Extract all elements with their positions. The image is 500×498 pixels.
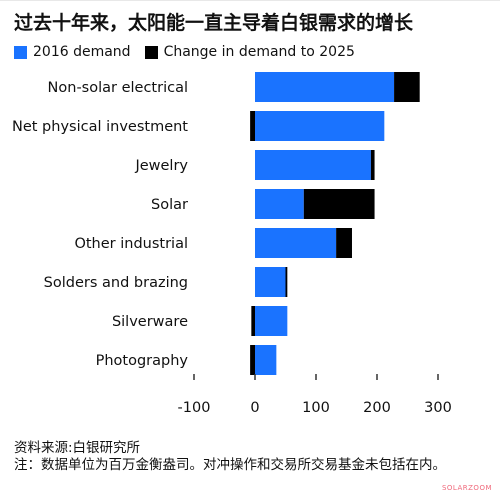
legend-item-change: Change in demand to 2025 <box>144 44 355 60</box>
source-line: 资料来源:白银研究所 <box>14 440 141 456</box>
chart-title: 过去十年来，太阳能一直主导着白银需求的增长 <box>14 12 414 34</box>
bar-2016-demand <box>255 345 277 375</box>
legend: 2016 demand Change in demand to 2025 <box>14 42 369 62</box>
watermark: SOLARZOOM <box>441 484 492 492</box>
bar-change-to-2025 <box>250 345 255 375</box>
bar-change-to-2025 <box>370 150 375 180</box>
bar-2016-demand <box>255 306 288 336</box>
bar-2016-demand <box>255 228 337 258</box>
category-label: Solar <box>151 197 188 213</box>
bar-2016-demand <box>255 111 385 141</box>
category-label: Jewelry <box>134 158 188 174</box>
note-line: 注：数据单位为百万金衡盎司。对冲操作和交易所交易基金未包括在内。 <box>14 457 446 473</box>
x-tick-label: 100 <box>302 400 330 416</box>
source-note: 资料来源:白银研究所 注：数据单位为百万金衡盎司。对冲操作和交易所交易基金未包括… <box>14 440 454 474</box>
legend-swatch-base <box>14 45 27 59</box>
bar-2016-demand <box>255 150 371 180</box>
bar-change-to-2025 <box>250 111 255 141</box>
x-tick-label: 0 <box>250 400 259 416</box>
x-tick-label: 200 <box>363 400 391 416</box>
category-label: Net physical investment <box>12 119 188 135</box>
legend-item-base: 2016 demand <box>14 44 131 60</box>
bar-2016-demand <box>255 189 304 219</box>
bar-change-to-2025 <box>285 267 288 297</box>
legend-swatch-change <box>144 45 158 59</box>
bar-2016-demand <box>255 72 395 102</box>
category-label: Photography <box>96 353 189 369</box>
bar-change-to-2025 <box>251 306 255 336</box>
legend-label-change: Change in demand to 2025 <box>163 44 355 60</box>
bar-change-to-2025 <box>394 72 420 102</box>
x-tick-label: -100 <box>178 400 211 416</box>
top-band <box>0 0 500 7</box>
legend-label-base: 2016 demand <box>33 44 131 60</box>
category-label: Silverware <box>112 314 188 330</box>
x-tick-label: 300 <box>424 400 452 416</box>
category-label: Solders and brazing <box>44 275 188 291</box>
bar-2016-demand <box>255 267 286 297</box>
category-label: Non-solar electrical <box>48 80 188 96</box>
bar-chart: Non-solar electrical Net physical investm… <box>12 72 452 416</box>
bar-change-to-2025 <box>336 228 352 258</box>
category-label: Other industrial <box>74 236 188 252</box>
bar-change-to-2025 <box>303 189 375 219</box>
